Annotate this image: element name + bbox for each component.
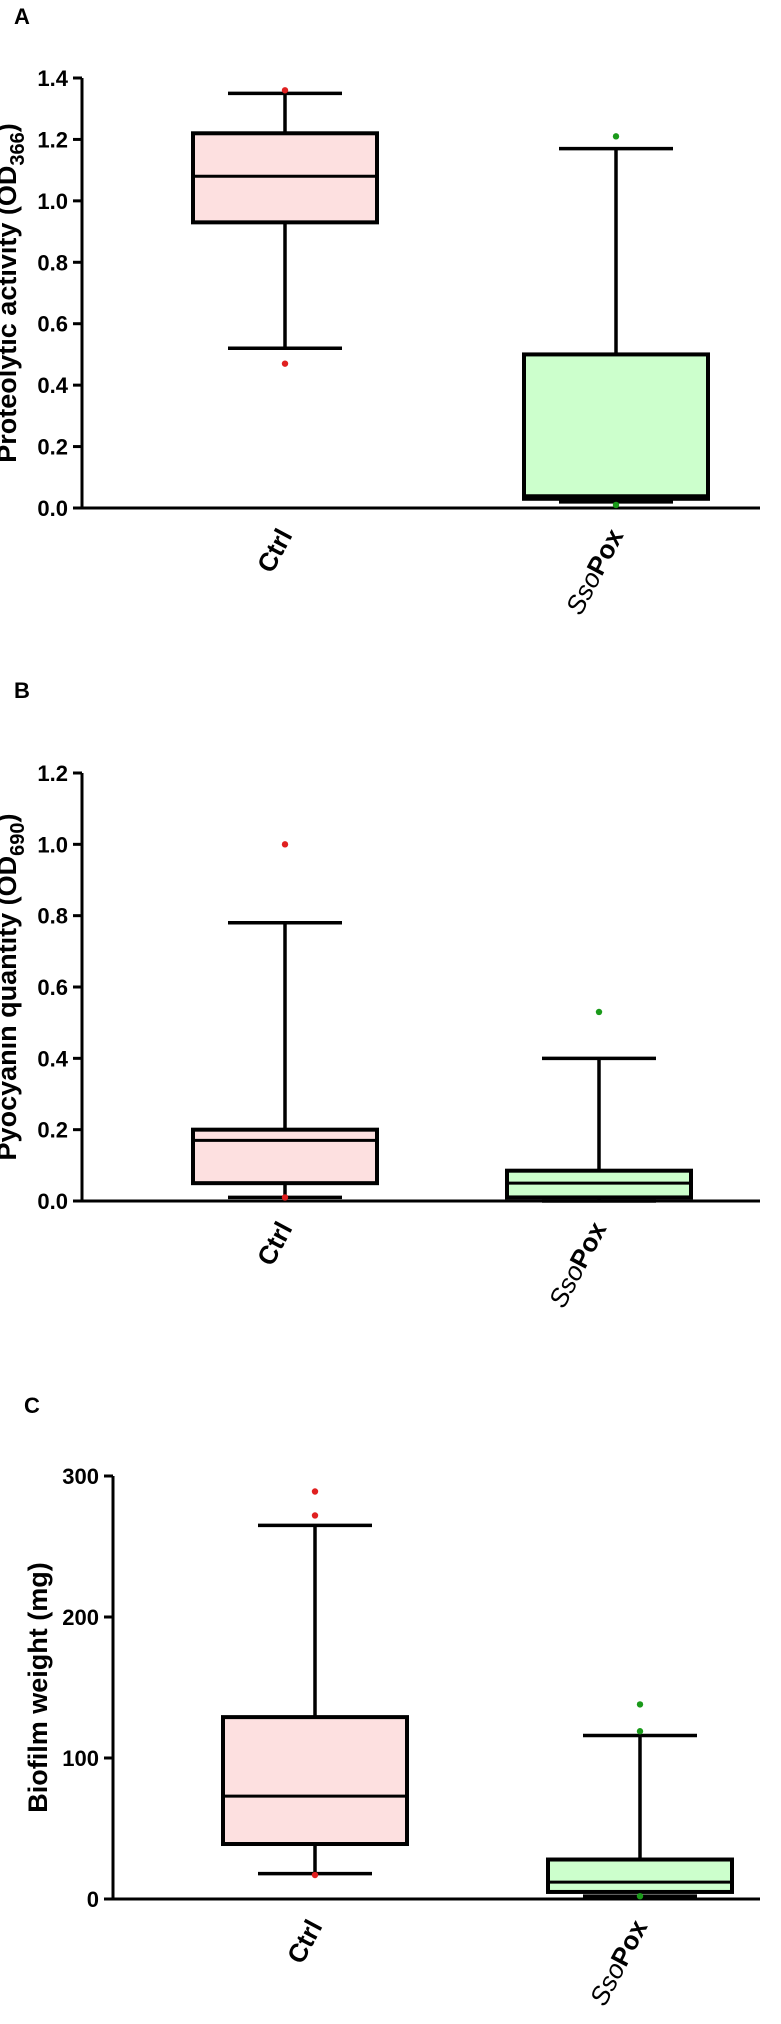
panel-c-outlier-point bbox=[311, 1871, 319, 1879]
panel-b: B 0.0 0.2 0.4 0.6 0.8 1.0 1.2 Pyocyanin quantity… bbox=[0, 678, 760, 1312]
panel-b-y-axis-label-main: Pyocyanin quantity (OD bbox=[0, 856, 22, 1161]
panel-a-category-label-bold: Ctrl bbox=[251, 524, 299, 578]
panel-a-y-axis-label-sub: 366 bbox=[7, 132, 29, 165]
panel-a-letter: A bbox=[14, 4, 30, 29]
panel-c-letter: C bbox=[24, 1393, 40, 1418]
panel-b-category-label-bold: Ctrl bbox=[251, 1217, 299, 1271]
panel-b-ytick-label: 1.0 bbox=[37, 832, 68, 857]
panel-b-box-ssopox bbox=[505, 1008, 693, 1203]
panel-c-outlier-point bbox=[636, 1892, 644, 1900]
panel-a-iqr-box bbox=[191, 131, 379, 225]
panel-c-y-axis-label: Biofilm weight (mg) bbox=[23, 1562, 53, 1812]
panel-b-y-axis-label-sub: 690 bbox=[7, 823, 29, 856]
panel-c-outlier-point bbox=[636, 1701, 644, 1708]
panel-b-category-label: Ctrl bbox=[251, 1217, 299, 1271]
panel-b-ytick-label: 1.2 bbox=[37, 761, 68, 786]
panel-c-ytick-label: 100 bbox=[62, 1746, 99, 1771]
panel-c-box-ssopox bbox=[546, 1701, 734, 1900]
panel-a-category-label: Ctrl bbox=[251, 524, 299, 578]
panel-c-iqr-box bbox=[221, 1715, 409, 1847]
panel-c-outlier-point bbox=[311, 1488, 319, 1495]
panel-a-y-axis-label: Proteolytic activity (OD366) bbox=[0, 123, 29, 462]
panel-b-outlier-point bbox=[595, 1008, 603, 1016]
panel-a: A 0.0 0.2 0.4 0.6 0.8 1.0 1.2 1.4 Proteolytic act… bbox=[0, 4, 760, 619]
panel-b-letter: B bbox=[14, 678, 30, 703]
panel-a-ytick-label: 1.0 bbox=[37, 189, 68, 214]
panel-a-outlier-point bbox=[281, 87, 289, 94]
panel-b-ytick-label: 0.6 bbox=[37, 975, 68, 1000]
panel-b-ytick-label: 0.4 bbox=[37, 1046, 68, 1071]
panel-b-box-ctrl bbox=[191, 841, 379, 1201]
panel-b-ytick-label: 0.2 bbox=[37, 1118, 68, 1143]
panel-a-ytick-label: 1.2 bbox=[37, 127, 68, 152]
panel-a-outlier-point bbox=[281, 360, 289, 367]
panel-a-ytick-label: 0.8 bbox=[37, 250, 68, 275]
panel-a-outlier-point bbox=[612, 501, 620, 509]
panel-c-box-ctrl bbox=[221, 1488, 409, 1879]
panel-b-category-label: SsoPox bbox=[542, 1216, 612, 1312]
panel-b-ytick-label: 0.8 bbox=[37, 904, 68, 929]
panel-a-ytick-label: 0.4 bbox=[37, 373, 68, 398]
panel-a-ytick-label: 1.4 bbox=[37, 66, 68, 91]
panel-a-ytick-label: 0.0 bbox=[37, 496, 68, 521]
panel-b-y-axis-label: Pyocyanin quantity (OD690) bbox=[0, 814, 29, 1161]
panel-a-category-label: SsoPox bbox=[559, 523, 629, 619]
panel-c: C 0 100 200 300 Biofilm weight (mg) Ctrl SsoPox bbox=[23, 1393, 760, 2010]
panel-c-category-label: Ctrl bbox=[281, 1915, 329, 1969]
panel-c-category-label-bold: Ctrl bbox=[281, 1915, 329, 1969]
panel-a-ytick-label: 0.2 bbox=[37, 435, 68, 460]
panel-c-outlier-point bbox=[311, 1512, 319, 1519]
panel-c-outlier-point bbox=[636, 1728, 644, 1735]
panel-a-y-axis-label-main: Proteolytic activity (OD bbox=[0, 166, 22, 463]
panel-a-outlier-point bbox=[612, 133, 620, 140]
panel-c-iqr-box bbox=[546, 1857, 734, 1894]
panel-b-y-axis-label-end: ) bbox=[0, 814, 22, 823]
panel-c-category-label: SsoPox bbox=[583, 1914, 653, 2010]
panel-c-ytick-label: 300 bbox=[62, 1464, 99, 1489]
panel-b-ytick-label: 0.0 bbox=[37, 1189, 68, 1214]
panel-c-ytick-label: 200 bbox=[62, 1605, 99, 1630]
panel-b-outlier-point bbox=[281, 1194, 289, 1201]
panel-a-box-ssopox bbox=[522, 133, 710, 509]
panel-a-box-ctrl bbox=[191, 87, 379, 367]
panel-c-y-axis-label-main: Biofilm weight (mg) bbox=[23, 1562, 53, 1812]
panel-b-iqr-box bbox=[191, 1127, 379, 1186]
panel-a-ytick-label: 0.6 bbox=[37, 312, 68, 337]
panel-a-iqr-box bbox=[522, 352, 710, 501]
panel-a-y-axis-label-end: ) bbox=[0, 123, 22, 132]
panel-b-outlier-point bbox=[281, 841, 289, 848]
panel-c-ytick-label: 0 bbox=[87, 1887, 99, 1912]
